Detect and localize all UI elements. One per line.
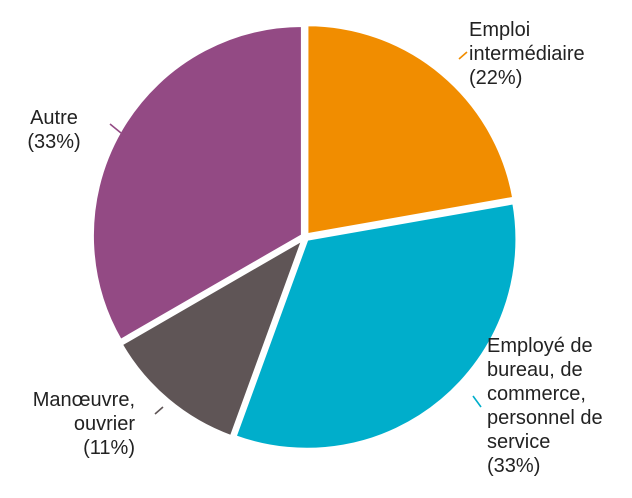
slice-label-line: personnel de <box>487 407 603 429</box>
slice-label-line: Manœuvre, <box>33 389 135 411</box>
slice-label-line: (22%) <box>469 67 522 89</box>
pie-slices <box>90 23 519 451</box>
pie-slice-3 <box>119 237 305 439</box>
pie-slice-4 <box>90 24 304 342</box>
slice-label-line: service <box>487 431 550 453</box>
slice-label-line: (11%) <box>83 437 135 459</box>
slice-label-4: Autre (33%) <box>27 107 80 153</box>
slice-label-line: Employé de <box>487 335 593 357</box>
leader-line-1 <box>458 51 468 60</box>
slice-label-line: (33%) <box>27 131 80 153</box>
slice-label-line: commerce, <box>487 383 586 405</box>
leader-line-4 <box>109 123 122 134</box>
slice-label-2: Employé de bureau, de commerce, personnel d… <box>487 335 603 477</box>
pie-slice-2 <box>233 201 519 451</box>
slice-label-line: ouvrier <box>74 413 135 435</box>
slice-label-line: Autre <box>30 107 78 129</box>
leader-line-2 <box>472 395 482 408</box>
slice-label-3: Manœuvre, ouvrier (11%) <box>33 389 136 459</box>
slice-label-line: intermédiaire <box>469 43 585 65</box>
pie-slice-1 <box>305 23 516 237</box>
leader-line-3 <box>154 406 164 415</box>
slice-label-line: bureau, de <box>487 359 583 381</box>
slice-label-1: Emploi intermédiaire (22%) <box>469 19 585 89</box>
slice-label-line: Emploi <box>469 19 530 41</box>
slice-labels: Emploi intermédiaire (22%) Employé de bureau… <box>27 19 602 477</box>
leader-lines <box>109 51 482 415</box>
slice-label-line: (33%) <box>487 455 540 477</box>
